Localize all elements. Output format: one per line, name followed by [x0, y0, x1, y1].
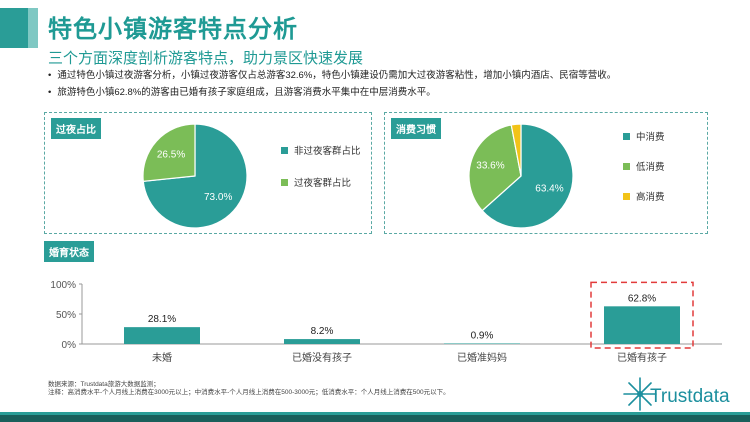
bottom-accent-line — [0, 412, 750, 415]
y-tick-label: 100% — [50, 280, 76, 291]
legend-swatch — [281, 178, 288, 186]
pie-data-label: 63.4% — [535, 184, 563, 195]
highlight-box — [590, 281, 694, 349]
bar-value-label: 28.1% — [148, 314, 176, 325]
trustdata-logo-icon — [623, 377, 657, 411]
legend-swatch — [623, 132, 630, 140]
title-accent-bar-light — [28, 8, 38, 48]
pie-data-label: 73.0% — [204, 192, 232, 203]
legend-item: 低消费 — [623, 155, 665, 177]
marriage-panel-label: 婚育状态 — [44, 241, 94, 262]
pie-data-label: 33.6% — [476, 161, 504, 172]
footer-notes: 数据来源：Trustdata旅游大数据监测； 注释：高消费水平-个人月线上消费在… — [48, 381, 450, 397]
bar-value-label: 62.8% — [628, 293, 656, 304]
legend-item: 非过夜客群占比 — [281, 139, 361, 161]
overnight-panel: 过夜占比 73.0% 26.5% 非过夜客群占比 过夜客群占比 — [44, 112, 372, 234]
pie-data-label: 3.0% — [503, 113, 526, 115]
legend-swatch — [623, 162, 630, 170]
bullet-item: 旅游特色小镇62.8%的游客由已婚有孩子家庭组成，且游客消费水平集中在中层消费水… — [48, 84, 616, 101]
page-subtitle: 三个方面深度剖析游客特点，助力景区快速发展 — [48, 50, 364, 67]
overnight-pie-chart: 73.0% 26.5% — [142, 123, 248, 229]
pie-data-label: 26.5% — [157, 149, 185, 160]
consumption-panel: 消费习惯 63.4% 33.6% 3.0% 中消费 低消费 高消费 — [384, 112, 708, 234]
legend-item: 中消费 — [623, 125, 665, 147]
bar — [444, 343, 520, 344]
legend-label: 过夜客群占比 — [294, 178, 352, 189]
bottom-accent-band — [0, 415, 750, 422]
x-tick-label: 已婚有孩子 — [617, 351, 667, 364]
bar-value-label: 8.2% — [311, 326, 334, 337]
bar-value-label: 0.9% — [471, 330, 494, 341]
pie-slice — [142, 123, 196, 182]
legend-swatch — [281, 146, 288, 154]
x-tick-label: 未婚 — [152, 351, 172, 364]
legend-label: 中消费 — [636, 132, 665, 143]
x-tick-label: 已婚准妈妈 — [457, 351, 507, 364]
consumption-panel-label: 消费习惯 — [391, 118, 441, 139]
pie-slice — [510, 123, 522, 177]
y-tick-label: 50% — [56, 310, 76, 321]
logo-text: Trustdata — [650, 386, 730, 407]
bar — [124, 327, 200, 344]
page-title: 特色小镇游客特点分析 — [48, 16, 298, 43]
consumption-pie-chart: 63.4% 33.6% 3.0% — [468, 113, 574, 229]
consumption-legend: 中消费 低消费 高消费 — [623, 125, 665, 207]
x-tick-label: 已婚没有孩子 — [292, 351, 352, 364]
y-tick-label: 0% — [62, 340, 77, 351]
bullet-item: 通过特色小镇过夜游客分析，小镇过夜游客仅占总游客32.6%，特色小镇建设仍需加大… — [48, 67, 616, 84]
legend-item: 高消费 — [623, 185, 665, 207]
title-accent-bar — [0, 8, 28, 48]
bar — [284, 339, 360, 344]
legend-label: 高消费 — [636, 192, 665, 203]
pie-slice — [481, 123, 574, 229]
footer-source: 数据来源：Trustdata旅游大数据监测； — [48, 381, 160, 388]
legend-swatch — [623, 192, 630, 200]
marriage-bar-chart: 0% 50% 100% 28.1% 未婚 8.2% 已婚没有孩子 0.9% 已婚准妈妈 62.8%… — [50, 280, 722, 364]
overnight-legend: 非过夜客群占比 过夜客群占比 — [281, 139, 361, 193]
legend-item: 过夜客群占比 — [281, 171, 361, 193]
legend-label: 低消费 — [636, 162, 665, 173]
bar — [604, 306, 680, 344]
overnight-panel-label: 过夜占比 — [51, 118, 101, 139]
summary-bullets: 通过特色小镇过夜游客分析，小镇过夜游客仅占总游客32.6%，特色小镇建设仍需加大… — [48, 67, 616, 101]
legend-label: 非过夜客群占比 — [294, 146, 361, 157]
footer-note: 注释：高消费水平-个人月线上消费在3000元以上；中消费水平-个人月线上消费在5… — [48, 389, 450, 396]
pie-slice — [468, 124, 522, 212]
